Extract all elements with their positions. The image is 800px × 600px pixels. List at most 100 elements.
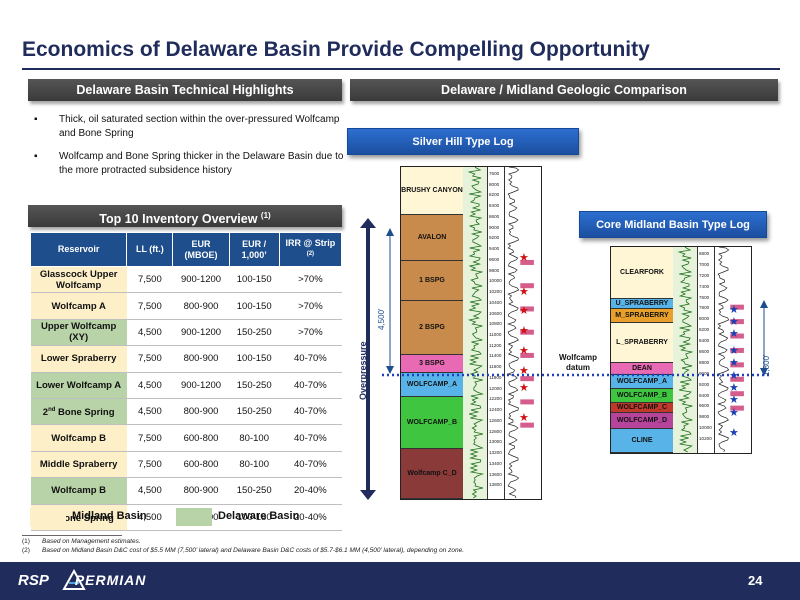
- cell-ll: 4,500: [126, 319, 173, 347]
- cell-ll: 4,500: [126, 504, 173, 531]
- cell-eur: 800-900: [172, 345, 230, 373]
- cell-reservoir: Wolfcamp A: [30, 292, 127, 320]
- cell-reservoir: Upper Wolfcamp (XY): [30, 319, 127, 347]
- depth-label: 8200: [489, 192, 500, 198]
- inventory-header: Top 10 Inventory Overview (1): [28, 205, 342, 227]
- wolfcamp-datum-label: Wolfcamp datum: [558, 353, 598, 372]
- resistivity-trace: [506, 167, 534, 499]
- depth-label: 9600: [699, 403, 710, 409]
- cell-eur-per-1000: 150-250: [229, 372, 280, 399]
- col-irr-label: IRR @ Strip: [285, 237, 336, 248]
- cell-eur-per-1000: 80-100: [229, 451, 280, 479]
- footnote-1: (1) Based on Management estimates.: [22, 538, 141, 545]
- logo-permian: PERMIAN: [74, 572, 147, 588]
- depth-label: 9400: [489, 246, 500, 252]
- depth-label: 9200: [699, 381, 710, 387]
- cell-eur-per-1000: 100-150: [229, 345, 280, 373]
- gamma-ray-trace: [463, 167, 487, 499]
- depth-label: 12000: [489, 385, 502, 391]
- reservoir-name: Glasscock Upper Wolfcamp: [39, 268, 118, 291]
- target-zone-star-icon: ★: [519, 381, 529, 394]
- log-zone: AVALON: [401, 215, 463, 261]
- rsp-logo-mark: [62, 569, 86, 590]
- comparison-header: Delaware / Midland Geologic Comparison: [350, 79, 778, 101]
- depth-label: 10600: [489, 310, 502, 316]
- depth-label: 8000: [489, 181, 500, 187]
- cell-irr: 20-40%: [279, 477, 342, 505]
- depth-label: 8600: [489, 213, 500, 219]
- log-zone: 2 BSPG: [401, 301, 463, 355]
- cell-eur: 900-1200: [172, 372, 230, 399]
- depth-label: 13200: [489, 450, 502, 456]
- depth-label: 10200: [489, 289, 502, 295]
- cell-irr: >70%: [279, 292, 342, 320]
- cell-ll: 4,500: [126, 372, 173, 399]
- col-ll: LL (ft.): [126, 232, 174, 267]
- cell-irr: 40-70%: [279, 345, 342, 373]
- cell-reservoir: Glasscock Upper Wolfcamp: [30, 266, 127, 294]
- depth-label: 12800: [489, 428, 502, 434]
- cell-irr: 20-40%: [279, 504, 342, 531]
- target-zone-star-icon: ★: [729, 381, 739, 394]
- footnote-1-num: (1): [22, 538, 30, 545]
- delaware-thickness-label: 4,500': [377, 308, 386, 330]
- table-row: Lower Spraberry 7,500 800-900 100-150 40-70%: [30, 345, 342, 373]
- overpressure-arrow: [360, 218, 376, 500]
- target-zone-star-icon: ★: [729, 303, 739, 316]
- target-zone-star-icon: ★: [519, 325, 529, 338]
- page-number: 24: [748, 573, 763, 588]
- legend-swatch-midland: [30, 508, 66, 526]
- cell-eur-per-1000: 150-250: [229, 319, 280, 347]
- table-row: 2nd Bone Spring 4,500 800-900 150-250 40-70%: [30, 398, 342, 426]
- depth-label: 7600: [699, 294, 710, 300]
- target-zone-star-icon: ★: [519, 252, 529, 265]
- title-divider: [22, 68, 780, 70]
- cell-eur: 800-900: [172, 292, 230, 320]
- log-zone: WOLFCAMP_A: [401, 373, 463, 397]
- col-irr-note: (2): [306, 250, 315, 257]
- depth-label: 8800: [699, 359, 710, 365]
- rsp-permian-logo: RSP PERMIAN: [18, 572, 146, 589]
- midland-thickness-bracket: [760, 300, 768, 376]
- footer-bar: [0, 562, 800, 600]
- cell-eur-per-1000: 150-250: [229, 477, 280, 505]
- cell-irr: >70%: [279, 319, 342, 347]
- silver-hill-type-log: BRUSHY CANYON AVALON 1 BSPG 2 BSPG 3 BSPG WOL…: [400, 166, 542, 500]
- reservoir-name: Wolfcamp B: [51, 485, 106, 497]
- midland-type-log: CLEARFORK U_SPRABERRY M_SPRABERRY L_SPRABER…: [610, 246, 752, 454]
- cell-ll: 7,500: [126, 266, 173, 294]
- cell-ll: 7,500: [126, 345, 173, 373]
- resistivity-trace: [717, 247, 744, 453]
- reservoir-name: Middle Spraberry: [39, 458, 118, 470]
- depth-label: 11000: [489, 332, 502, 337]
- footnote-1-text: Based on Management estimates.: [42, 538, 141, 545]
- logo-rsp: RSP: [18, 572, 49, 589]
- inventory-header-label: Top 10 Inventory Overview: [99, 212, 258, 227]
- col-irr: IRR @ Strip (2): [278, 232, 343, 267]
- silver-hill-label: Silver Hill Type Log: [347, 128, 579, 155]
- log-zone: WOLFCAMP_C: [611, 403, 673, 413]
- target-zone-star-icon: ★: [519, 305, 529, 318]
- footnote-2: (2) Based on Midland Basin D&C cost of $5…: [22, 547, 464, 554]
- depth-label: 13800: [489, 482, 502, 488]
- cell-reservoir: Middle Spraberry: [30, 451, 127, 479]
- table-header-row: Reservoir LL (ft.) EUR (MBOE) EUR / 1,00…: [29, 232, 343, 267]
- cell-reservoir: Wolfcamp B: [30, 424, 127, 452]
- log-zone: CLEARFORK: [611, 247, 673, 299]
- highlights-header-label: Delaware Basin Technical Highlights: [76, 83, 294, 97]
- cell-ll: 4,500: [126, 398, 173, 426]
- cell-ll: 7,500: [126, 424, 173, 452]
- target-zone-star-icon: ★: [729, 394, 739, 407]
- log-zone: Wolfcamp C_D: [401, 449, 463, 499]
- depth-label: 11800: [489, 374, 502, 380]
- depth-label: 7600: [489, 171, 500, 176]
- depth-label: 10200: [699, 436, 712, 442]
- log-zone: 3 BSPG: [401, 355, 463, 373]
- cell-eur: 600-800: [172, 424, 230, 452]
- depth-label: 10000: [489, 278, 502, 284]
- midland-log-label: Core Midland Basin Type Log: [579, 211, 767, 238]
- depth-label: 9800: [489, 267, 500, 273]
- cell-eur: 900-1200: [172, 266, 230, 294]
- wolfcamp-datum-line: [382, 373, 772, 377]
- depth-label: 9400: [699, 392, 710, 398]
